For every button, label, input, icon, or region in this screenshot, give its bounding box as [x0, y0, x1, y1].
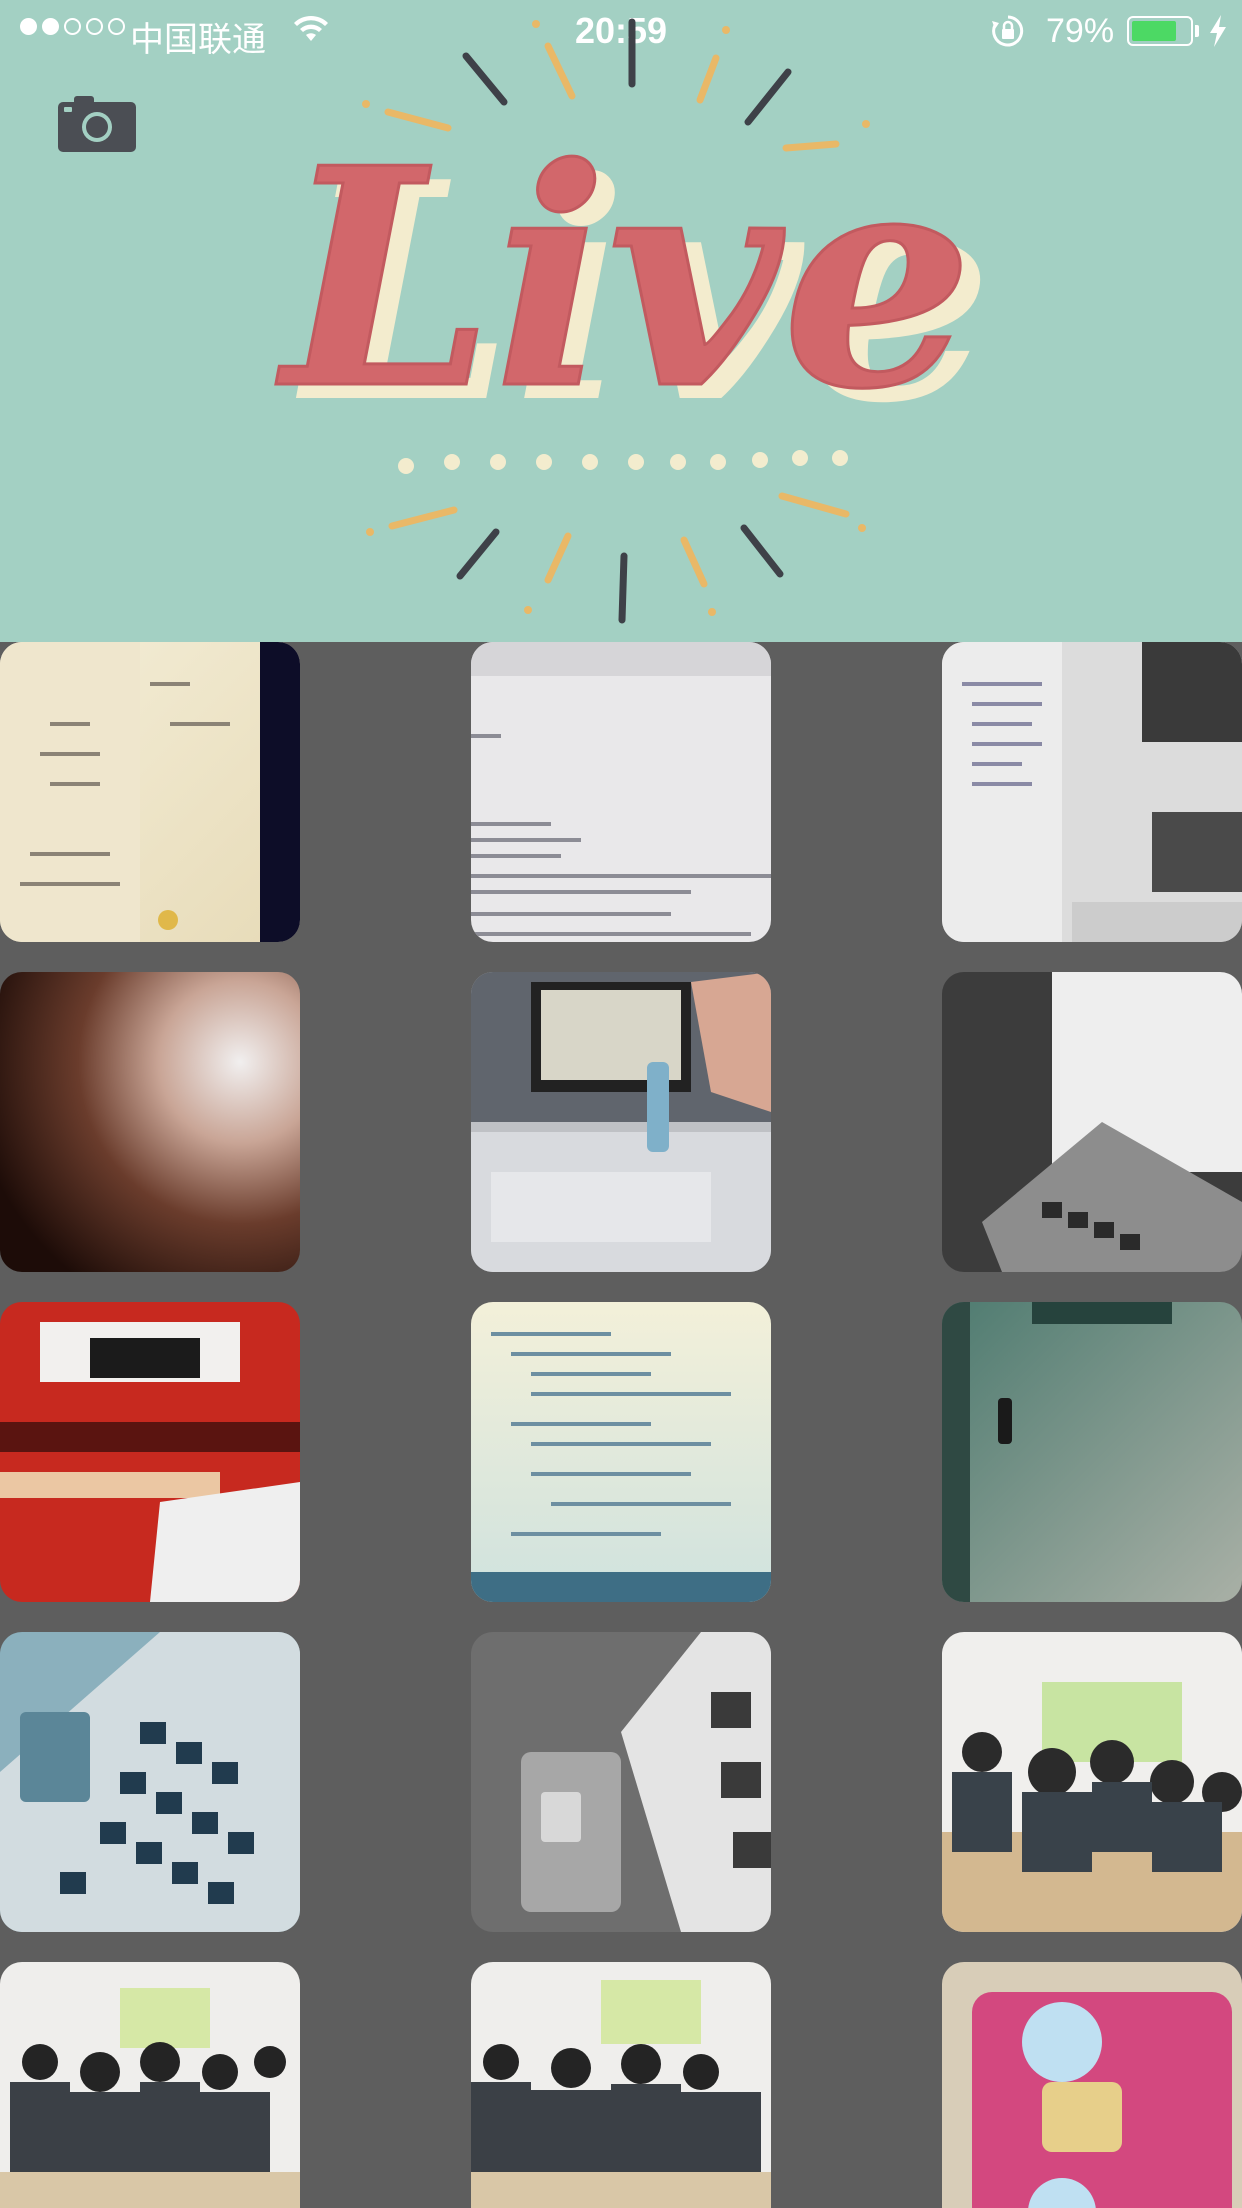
signal-strength-icon: [20, 18, 125, 35]
charging-bolt-icon: [1208, 14, 1228, 57]
photo-grid: [0, 642, 1242, 2208]
ray-dark: [744, 68, 792, 126]
photo-classroom-students-1[interactable]: [942, 1632, 1242, 1932]
ray-dark: [618, 552, 628, 624]
ray-gold: [680, 536, 708, 588]
battery-icon: [1127, 16, 1193, 46]
photo-laptop-monochrome[interactable]: [942, 972, 1242, 1272]
status-time: 20:59: [574, 10, 668, 51]
ray-gold: [782, 140, 840, 152]
ray-gold: [696, 54, 720, 104]
ray-dark: [740, 524, 784, 578]
ray-gold: [388, 506, 458, 530]
photo-sim-card-pink[interactable]: [942, 1962, 1242, 2208]
carrier-name: 中国联通: [130, 21, 266, 59]
photo-code-screen-yellow[interactable]: [471, 1302, 771, 1602]
photo-classroom-students-3[interactable]: [471, 1962, 771, 2208]
photo-keyboard-blue[interactable]: [0, 1632, 300, 1932]
battery-percent: 79%: [1046, 12, 1115, 50]
dotted-underline: [398, 450, 848, 474]
rotation-lock-icon: [990, 13, 1026, 58]
battery-level-fill: [1132, 21, 1177, 41]
photo-keyboard-gray[interactable]: [471, 1632, 771, 1932]
photo-document-beige[interactable]: [0, 642, 300, 942]
ray-dark: [462, 52, 508, 106]
live-logo: Live Live: [272, 18, 993, 624]
ray-dark: [456, 528, 500, 580]
photo-classroom-red[interactable]: [0, 1302, 300, 1602]
camera-icon: [58, 96, 136, 152]
photo-classroom-students-2[interactable]: [0, 1962, 300, 2208]
battery-cap: [1195, 25, 1199, 37]
logo-shadow-text: Live: [294, 116, 993, 469]
wifi-icon: [292, 14, 330, 53]
app-header: 中国联通 20:59 79%: [0, 0, 1242, 642]
photo-green-door[interactable]: [942, 1302, 1242, 1602]
ray-gold: [544, 42, 576, 100]
photo-interface-builder[interactable]: [942, 642, 1242, 942]
photo-blurry-finger[interactable]: [0, 972, 300, 1272]
ray-gold: [778, 492, 850, 518]
ray-gold: [384, 108, 452, 132]
photo-code-editor-white[interactable]: [471, 642, 771, 942]
photo-desk-monitor-hand[interactable]: [471, 972, 771, 1272]
camera-button[interactable]: [58, 94, 136, 157]
logo-text: Live: [274, 102, 973, 455]
ray-gold: [544, 532, 572, 584]
status-bar: 中国联通 20:59 79%: [0, 0, 1242, 60]
